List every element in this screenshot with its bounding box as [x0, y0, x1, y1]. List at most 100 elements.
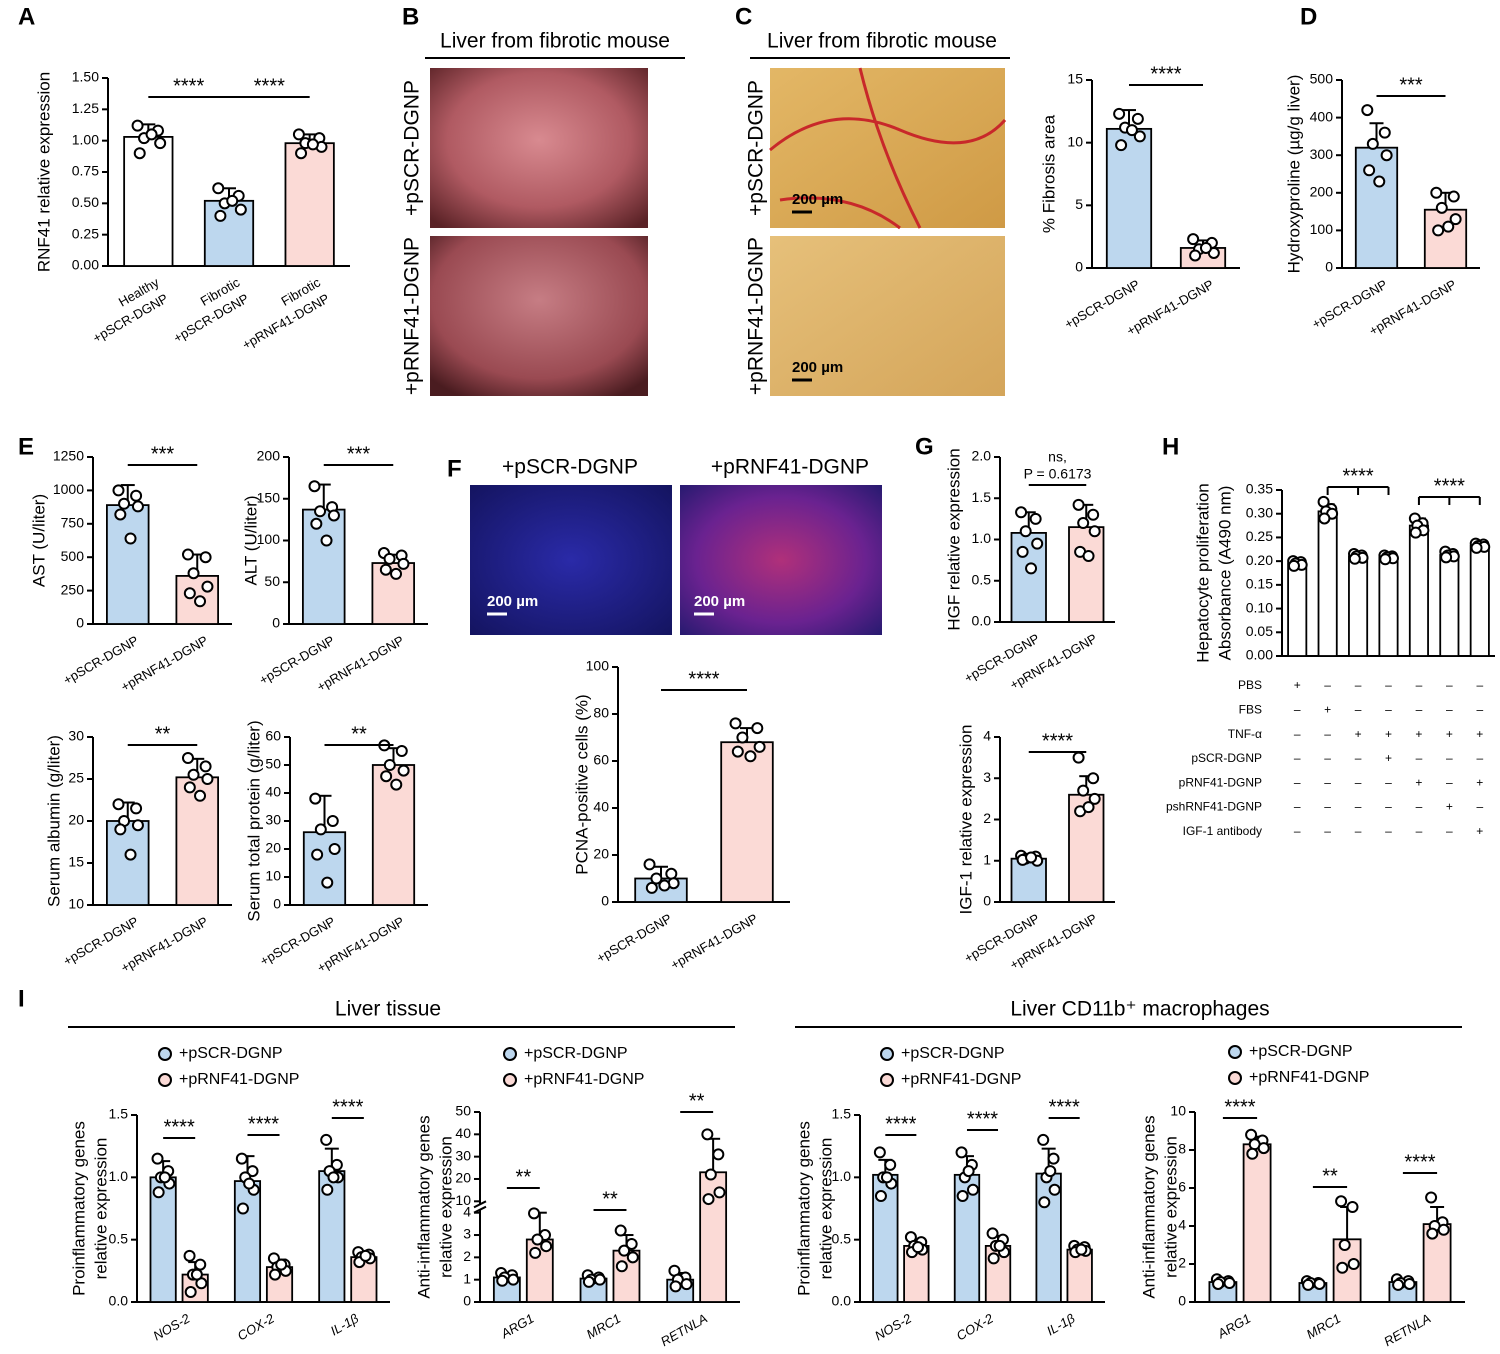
- y-tick-label: 400: [1310, 108, 1334, 124]
- data-point: [966, 1183, 979, 1196]
- data-point: [314, 823, 327, 836]
- data-point: [1440, 551, 1453, 564]
- y-tick-label: 0.00: [1246, 647, 1273, 663]
- data-point: [1113, 107, 1126, 120]
- data-point: [145, 128, 158, 141]
- y-tick-label: 15: [1067, 71, 1083, 87]
- data-point: [379, 563, 392, 576]
- legend-marker: [1228, 1071, 1242, 1085]
- y-tick-label: 200: [1310, 184, 1334, 200]
- data-point: [507, 1273, 520, 1286]
- y-tick-label: 40: [593, 799, 609, 815]
- group-title: Liver tissue: [335, 998, 441, 1021]
- data-point: [130, 802, 143, 815]
- y-tick-label: 1.5: [972, 489, 992, 505]
- data-point: [1019, 525, 1032, 538]
- y-tick-label: 2: [463, 1248, 471, 1264]
- data-point: [380, 770, 393, 783]
- y-tick-label: 100: [1310, 221, 1334, 237]
- y-tick-label: 0.30: [1246, 504, 1273, 520]
- data-point: [131, 819, 144, 832]
- data-point: [658, 879, 671, 892]
- y-tick-label: 0: [272, 615, 280, 631]
- data-point: [295, 147, 308, 160]
- data-point: [1212, 1277, 1225, 1290]
- treatment-mark: –: [1385, 678, 1392, 692]
- data-point: [962, 1165, 975, 1178]
- data-point: [1366, 137, 1379, 150]
- y-tick-label: 0.75: [72, 163, 99, 179]
- y-tick-label: 0.5: [109, 1230, 129, 1246]
- data-point: [1015, 506, 1028, 519]
- data-point: [1044, 1165, 1057, 1178]
- image-label: +pSCR-DGNP: [401, 80, 424, 216]
- data-point: [669, 1280, 682, 1293]
- y-axis-label: relative expression: [1161, 1136, 1180, 1278]
- image-title: Liver from fibrotic mouse: [440, 30, 670, 53]
- data-point: [880, 1171, 893, 1184]
- significance-label: **: [602, 1188, 618, 1210]
- y-tick-label: 3: [463, 1226, 471, 1242]
- data-point: [320, 1133, 333, 1146]
- bar: [106, 820, 150, 906]
- y-tick-label: 1.5: [832, 1106, 852, 1122]
- significance-label: **: [351, 723, 367, 745]
- data-point: [199, 551, 212, 564]
- data-point: [214, 209, 227, 222]
- y-tick-label: 30: [68, 728, 84, 744]
- data-point: [911, 1241, 924, 1254]
- data-point: [311, 848, 324, 861]
- y-tick-label: 5: [1075, 196, 1083, 212]
- data-point: [615, 1260, 628, 1273]
- treatment-mark: –: [1416, 702, 1423, 716]
- bar: [1423, 208, 1468, 269]
- y-tick-label: 1250: [53, 448, 84, 464]
- data-point: [330, 1158, 343, 1171]
- significance-label: ****: [254, 75, 285, 97]
- y-tick-label: 10: [455, 1192, 471, 1208]
- treatment-mark: +: [1446, 727, 1453, 741]
- treatment-mark: +: [1385, 727, 1392, 741]
- y-tick-label: 0.00: [72, 257, 99, 273]
- data-point: [1037, 1133, 1050, 1146]
- photo: [770, 68, 1005, 228]
- treatment-mark: –: [1355, 678, 1362, 692]
- y-axis-label: Absorbance (A490 nm): [1215, 486, 1234, 661]
- x-tick-label: +pSCR-DGNP: [594, 911, 674, 966]
- y-tick-label: 100: [586, 658, 610, 674]
- data-point: [1088, 525, 1101, 538]
- data-point: [152, 1186, 165, 1199]
- y-axis-label: AST (U/liter): [29, 494, 48, 587]
- treatment-mark: +: [1446, 800, 1453, 814]
- data-point: [736, 731, 749, 744]
- y-tick-label: 1.00: [72, 131, 99, 147]
- y-tick-label: 60: [265, 728, 281, 744]
- y-axis-label: relative expression: [436, 1136, 455, 1278]
- data-point: [1257, 1142, 1270, 1155]
- scale-bar-label: 200 µm: [792, 359, 843, 376]
- legend-label: +pSCR-DGNP: [524, 1045, 628, 1062]
- y-tick-label: 10: [1170, 1103, 1186, 1119]
- bar: [123, 136, 174, 267]
- data-point: [1435, 201, 1448, 214]
- data-point: [194, 595, 207, 608]
- treatment-label: pRNF41-DGNP: [1179, 775, 1262, 789]
- y-tick-label: 0: [273, 896, 281, 912]
- data-point: [1088, 792, 1101, 805]
- data-point: [133, 147, 146, 160]
- data-point: [1187, 233, 1200, 246]
- significance-label: ****: [967, 1108, 998, 1130]
- legend-marker: [880, 1073, 894, 1087]
- treatment-mark: –: [1446, 702, 1453, 716]
- y-tick-label: 1: [463, 1270, 471, 1286]
- legend-marker: [158, 1047, 172, 1061]
- treatment-mark: –: [1355, 824, 1362, 838]
- legend-marker: [1228, 1045, 1242, 1059]
- significance-label: ****: [164, 1116, 195, 1138]
- data-point: [643, 858, 656, 871]
- treatment-mark: –: [1355, 800, 1362, 814]
- image-label: +pRNF41-DGNP: [711, 456, 869, 479]
- bar: [720, 741, 774, 903]
- y-tick-label: 200: [257, 448, 281, 464]
- significance-label: ****: [1343, 465, 1374, 487]
